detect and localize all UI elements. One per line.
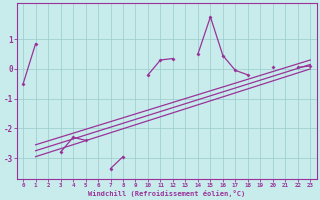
X-axis label: Windchill (Refroidissement éolien,°C): Windchill (Refroidissement éolien,°C) <box>88 190 245 197</box>
